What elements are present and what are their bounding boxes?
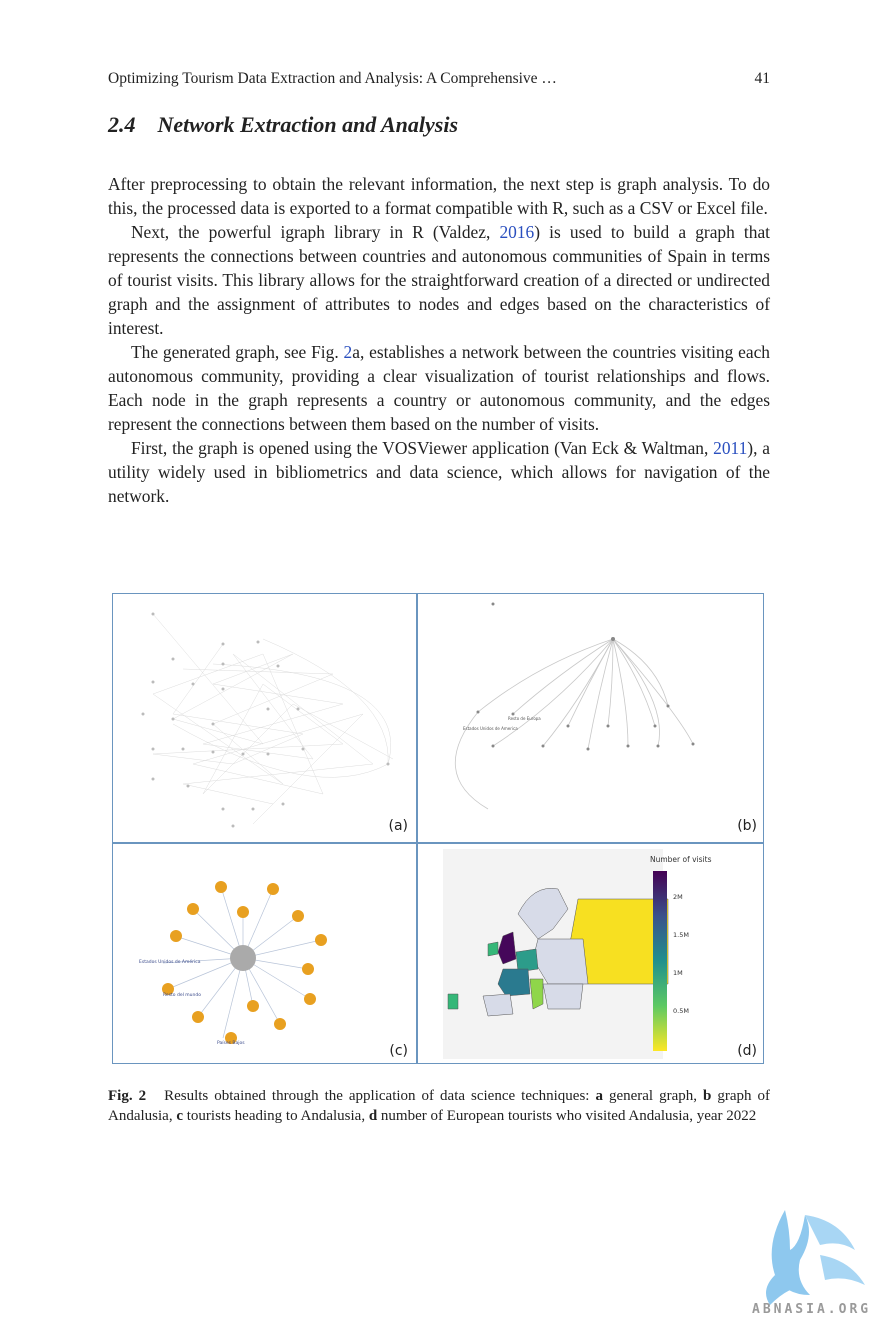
colorbar-tick-1-5m: 1.5M bbox=[673, 931, 689, 939]
caption-b-text: graph of Andalusia, bbox=[108, 1088, 771, 1124]
figure-divider-vertical bbox=[416, 594, 418, 1063]
caption-c-text: tourists heading to Andalusia, bbox=[183, 1108, 369, 1124]
caption-d-text: number of European tourists who visited … bbox=[377, 1108, 757, 1124]
paragraph-4: First, the graph is opened using the VOS… bbox=[108, 436, 770, 508]
paragraph-1: After preprocessing to obtain the releva… bbox=[108, 174, 770, 218]
panel-d-europe-map: Number of visits 2M 1.5M 1M 0.5M (d) bbox=[418, 844, 765, 1065]
section-title-text: Network Extraction and Analysis bbox=[157, 112, 459, 137]
paragraph-2: Next, the powerful igraph library in R (… bbox=[108, 220, 770, 340]
caption-b-marker: b bbox=[703, 1088, 712, 1104]
colorbar-tick-0-5m: 0.5M bbox=[673, 1007, 689, 1015]
citation-link-vaneck[interactable]: 2011 bbox=[713, 438, 748, 458]
panel-b-node-resto-europa: Resto de Europa bbox=[508, 716, 541, 721]
body-text: After preprocessing to obtain the releva… bbox=[108, 172, 770, 508]
panel-b-label: (b) bbox=[737, 818, 757, 834]
panel-a-label: (a) bbox=[388, 818, 408, 834]
paragraph-3: The generated graph, see Fig. 2a, establ… bbox=[108, 340, 770, 436]
section-heading: 2.4 Network Extraction and Analysis bbox=[108, 112, 458, 138]
europe-visits-map: Number of visits 2M 1.5M 1M 0.5M bbox=[443, 849, 712, 1059]
figure-2: (a) bbox=[112, 593, 764, 1064]
panel-d-label: (d) bbox=[737, 1043, 757, 1059]
citation-link-valdez[interactable]: 2016 bbox=[499, 222, 535, 242]
watermark-logo-icon bbox=[766, 1210, 865, 1305]
colorbar-title: Number of visits bbox=[650, 855, 712, 864]
panel-b-node-usa: Estados Unidos de America bbox=[463, 726, 518, 731]
paragraph-2-text-b: ) is used to build a graph that represen… bbox=[108, 222, 770, 338]
general-graph-network bbox=[141, 612, 394, 828]
colorbar-tick-1m: 1M bbox=[673, 969, 683, 977]
caption-a-text: general graph, bbox=[602, 1088, 704, 1104]
panel-a-general-graph: (a) bbox=[113, 594, 416, 842]
panel-c-node-paises-bajos: Países Bajos bbox=[217, 1039, 245, 1046]
panel-b-andalusia-graph: Estados Unidos de America Resto de Europ… bbox=[418, 594, 765, 842]
figure-link[interactable]: 2 bbox=[343, 342, 353, 362]
paragraph-4-text-a: First, the graph is opened using the VOS… bbox=[131, 438, 714, 458]
running-header: Optimizing Tourism Data Extraction and A… bbox=[108, 70, 770, 88]
running-title: Optimizing Tourism Data Extraction and A… bbox=[108, 70, 557, 87]
page-number: 41 bbox=[754, 70, 771, 87]
tourists-star-graph: Estados Unidos de América Resto del mund… bbox=[139, 881, 327, 1046]
paragraph-2-text-a: Next, the powerful igraph library in R (… bbox=[131, 222, 500, 242]
caption-intro: Results obtained through the application… bbox=[164, 1088, 596, 1104]
panel-c-tourists-graph: Estados Unidos de América Resto del mund… bbox=[113, 844, 416, 1065]
figure-caption: Fig. 2 Results obtained through the appl… bbox=[108, 1086, 770, 1126]
caption-d-marker: d bbox=[368, 1108, 378, 1124]
figure-divider-horizontal bbox=[113, 842, 763, 844]
colorbar-tick-2m: 2M bbox=[673, 893, 683, 901]
panel-c-node-resto-mundo: Resto del mundo bbox=[163, 992, 201, 998]
caption-c-marker: c bbox=[176, 1108, 183, 1124]
panel-c-label: (c) bbox=[389, 1043, 408, 1059]
section-number: 2.4 bbox=[108, 112, 136, 137]
colorbar bbox=[653, 871, 667, 1051]
caption-a-marker: a bbox=[595, 1088, 603, 1104]
andalusia-graph-network: Estados Unidos de America Resto de Europ… bbox=[455, 602, 695, 810]
watermark-text: ABNASIA.ORG bbox=[752, 1302, 872, 1317]
paragraph-3-text-b: a, establishes a network between the cou… bbox=[108, 342, 770, 434]
caption-label: Fig. 2 bbox=[108, 1088, 147, 1104]
paragraph-4-text-b: ), a utility widely used in bibliometric… bbox=[108, 438, 770, 506]
panel-c-node-usa: Estados Unidos de América bbox=[139, 958, 201, 965]
paragraph-3-text-a: The generated graph, see Fig. bbox=[131, 342, 344, 362]
